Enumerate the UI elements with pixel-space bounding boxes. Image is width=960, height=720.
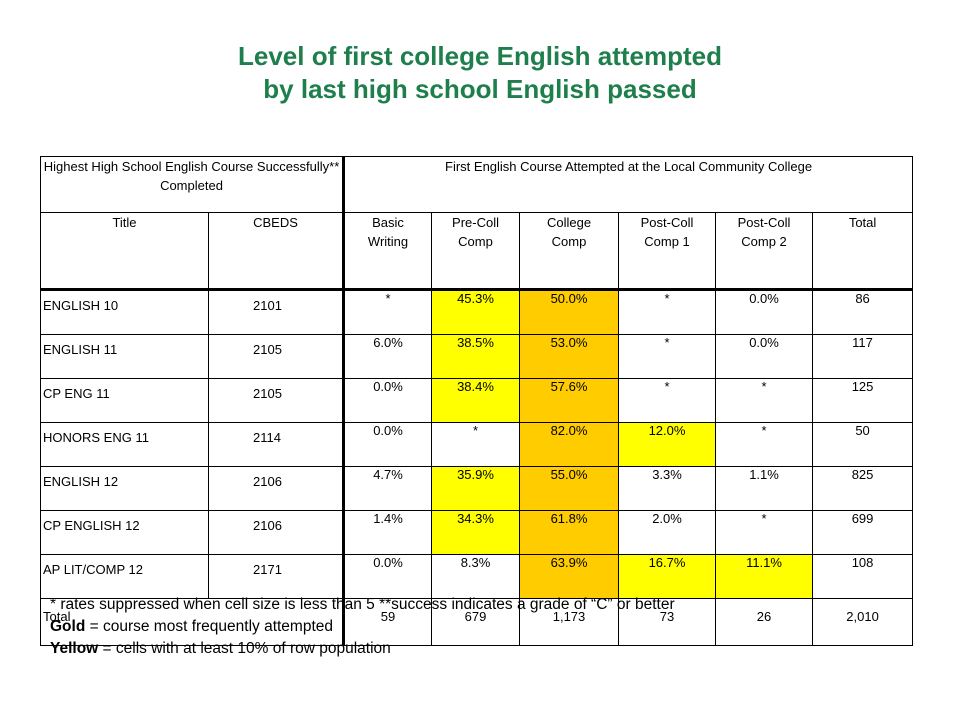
column-header-title: Title	[40, 212, 209, 291]
row-title: ENGLISH 11	[40, 334, 209, 379]
footnote-yellow: Yellow = cells with at least 10% of row …	[50, 638, 675, 660]
column-header-pre-coll-comp: Pre-Coll Comp	[431, 212, 521, 291]
cell-post-coll-comp-2: 0.0%	[715, 334, 814, 379]
total-college-comp: 1,173	[519, 598, 620, 646]
row-title: ENGLISH 12	[40, 466, 209, 511]
cell-post-coll-comp-2: 1.1%	[715, 466, 814, 511]
cell-post-coll-comp-1: *	[618, 334, 717, 379]
column-header-college-comp: College Comp	[519, 212, 620, 291]
cell-total: 50	[812, 422, 914, 467]
cell-total: 125	[812, 378, 914, 423]
row-cbeds: 2105	[207, 334, 345, 379]
cell-post-coll-comp-1: 3.3%	[618, 466, 717, 511]
title-line-2: by last high school English passed	[263, 74, 697, 104]
cell-college-comp: 61.8%	[519, 510, 620, 555]
row-title: CP ENGLISH 12	[40, 510, 209, 555]
cell-post-coll-comp-1: 2.0%	[618, 510, 717, 555]
cell-total: 86	[812, 289, 914, 335]
footnote-gold: Gold = course most frequently attempted	[50, 616, 675, 638]
page-title: Level of first college English attempted…	[0, 40, 960, 106]
column-header-row: Title CBEDS Basic Writing Pre-Coll Comp …	[40, 212, 914, 291]
cell-total: 117	[812, 334, 914, 379]
cell-post-coll-comp-2: *	[715, 510, 814, 555]
row-title: HONORS ENG 11	[40, 422, 209, 467]
table-row: ENGLISH 12 2106 4.7% 35.9% 55.0% 3.3% 1.…	[40, 466, 914, 511]
cell-basic-writing: 1.4%	[342, 510, 433, 555]
row-cbeds: 2105	[207, 378, 345, 423]
row-cbeds: 2106	[207, 510, 345, 555]
row-title: CP ENG 11	[40, 378, 209, 423]
gold-label: Gold	[50, 618, 86, 635]
table-row: CP ENG 11 2105 0.0% 38.4% 57.6% * * 125	[40, 378, 914, 423]
cell-post-coll-comp-2: 0.0%	[715, 289, 814, 335]
gold-description: = course most frequently attempted	[85, 618, 334, 635]
cell-basic-writing: 0.0%	[342, 422, 433, 467]
group-header-row: Highest High School English Course Succe…	[39, 156, 914, 213]
group-header-college: First English Course Attempted at the Lo…	[342, 156, 914, 213]
row-title: ENGLISH 10	[40, 289, 209, 335]
cell-post-coll-comp-2: *	[715, 378, 814, 423]
cell-post-coll-comp-1: *	[618, 378, 717, 423]
table-row: AP LIT/COMP 12 2171 0.0% 8.3% 63.9% 16.7…	[40, 554, 914, 599]
cell-post-coll-comp-1: 12.0%	[618, 422, 717, 467]
cell-pre-coll-comp: 34.3%	[431, 510, 521, 555]
column-header-cbeds: CBEDS	[207, 212, 345, 291]
cell-pre-coll-comp: 45.3%	[431, 289, 521, 335]
total-total: 2,010	[812, 598, 914, 646]
results-table: Highest High School English Course Succe…	[39, 156, 914, 646]
cell-basic-writing: *	[342, 289, 433, 335]
cell-college-comp: 63.9%	[519, 554, 620, 599]
cell-college-comp: 50.0%	[519, 289, 620, 335]
cell-college-comp: 53.0%	[519, 334, 620, 379]
table-row: HONORS ENG 11 2114 0.0% * 82.0% 12.0% * …	[40, 422, 914, 467]
cell-post-coll-comp-2: *	[715, 422, 814, 467]
cell-college-comp: 57.6%	[519, 378, 620, 423]
cell-pre-coll-comp: 38.5%	[431, 334, 521, 379]
total-row-label: Total	[39, 598, 345, 646]
cell-post-coll-comp-2: 11.1%	[715, 554, 814, 599]
column-header-post-coll-comp-1: Post-Coll Comp 1	[618, 212, 717, 291]
total-post-coll-comp-2: 26	[715, 598, 814, 646]
cell-pre-coll-comp: 8.3%	[431, 554, 521, 599]
cell-post-coll-comp-1: 16.7%	[618, 554, 717, 599]
cell-post-coll-comp-1: *	[618, 289, 717, 335]
cell-college-comp: 55.0%	[519, 466, 620, 511]
column-header-total: Total	[812, 212, 914, 291]
group-header-highschool: Highest High School English Course Succe…	[39, 156, 345, 213]
cell-basic-writing: 6.0%	[342, 334, 433, 379]
cell-pre-coll-comp: 38.4%	[431, 378, 521, 423]
title-line-1: Level of first college English attempted	[238, 41, 722, 71]
total-row: Total 59 679 1,173 73 26 2,010	[39, 598, 914, 646]
row-title: AP LIT/COMP 12	[40, 554, 209, 599]
table-row: ENGLISH 10 2101 * 45.3% 50.0% * 0.0% 86	[40, 289, 914, 335]
row-cbeds: 2106	[207, 466, 345, 511]
cell-pre-coll-comp: *	[431, 422, 521, 467]
footnotes: * rates suppressed when cell size is les…	[50, 594, 675, 660]
cell-total: 699	[812, 510, 914, 555]
cell-basic-writing: 0.0%	[342, 378, 433, 423]
yellow-description: = cells with at least 10% of row populat…	[98, 640, 391, 657]
cell-total: 108	[812, 554, 914, 599]
row-cbeds: 2114	[207, 422, 345, 467]
cell-pre-coll-comp: 35.9%	[431, 466, 521, 511]
cell-total: 825	[812, 466, 914, 511]
table-row: ENGLISH 11 2105 6.0% 38.5% 53.0% * 0.0% …	[40, 334, 914, 379]
column-header-post-coll-comp-2: Post-Coll Comp 2	[715, 212, 814, 291]
total-basic-writing: 59	[342, 598, 433, 646]
column-header-basic-writing: Basic Writing	[342, 212, 433, 291]
cell-basic-writing: 0.0%	[342, 554, 433, 599]
cell-college-comp: 82.0%	[519, 422, 620, 467]
yellow-label: Yellow	[50, 640, 99, 657]
table-row: CP ENGLISH 12 2106 1.4% 34.3% 61.8% 2.0%…	[40, 510, 914, 555]
cell-basic-writing: 4.7%	[342, 466, 433, 511]
row-cbeds: 2101	[207, 289, 345, 335]
row-cbeds: 2171	[207, 554, 345, 599]
footnote-suppression: * rates suppressed when cell size is les…	[50, 596, 675, 613]
